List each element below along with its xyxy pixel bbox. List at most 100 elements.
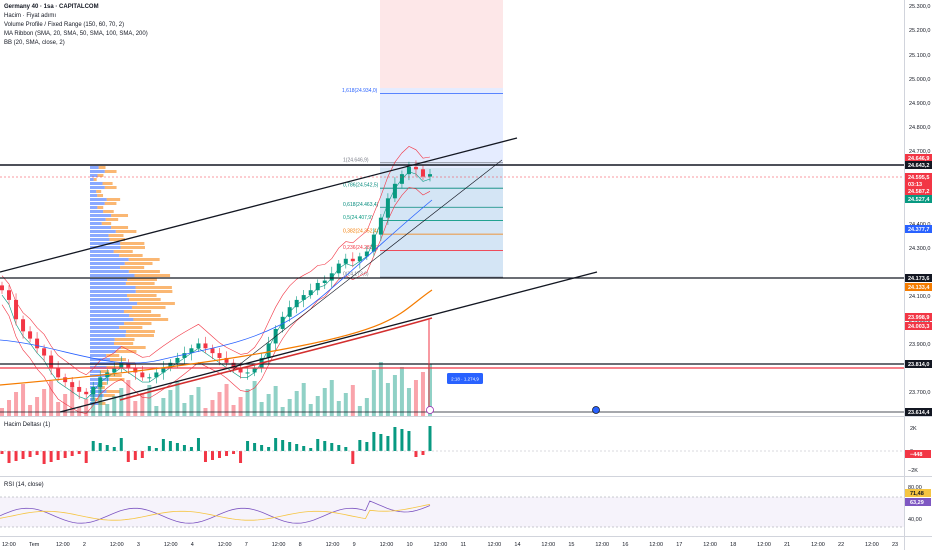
- channel-lower-line[interactable]: [59, 271, 598, 413]
- candle-body[interactable]: [119, 362, 124, 368]
- candle-body[interactable]: [203, 343, 208, 349]
- candle-body[interactable]: [266, 343, 271, 358]
- price-pane[interactable]: [0, 0, 904, 416]
- candle-body[interactable]: [322, 280, 327, 283]
- candle-body[interactable]: [385, 198, 390, 218]
- indicator-legend-1[interactable]: Volume Profile / Fixed Range (150, 60, 7…: [4, 22, 124, 28]
- candle-body[interactable]: [287, 307, 292, 317]
- candle-body[interactable]: [364, 251, 369, 257]
- candle-body[interactable]: [140, 372, 145, 378]
- time-axis-label: Tem: [29, 542, 40, 548]
- volume-bar: [224, 384, 229, 416]
- volume-bar: [98, 383, 103, 416]
- candle-body[interactable]: [0, 285, 4, 291]
- price-axis-tick: 23.900,0: [909, 342, 930, 348]
- delta-bar: [42, 451, 46, 464]
- candle-body[interactable]: [175, 357, 180, 363]
- candle-body[interactable]: [63, 377, 68, 383]
- candle-body[interactable]: [245, 372, 250, 374]
- volume-bar: [189, 395, 194, 416]
- candle-body[interactable]: [133, 367, 138, 373]
- candle-body[interactable]: [399, 174, 404, 184]
- candle-body[interactable]: [231, 362, 236, 368]
- delta-bar: [140, 451, 144, 458]
- time-axis[interactable]: 12:00 Tem 12:00 2 12:00 3 12:00 4 12:00 7 12:00 8 12…: [2, 542, 898, 548]
- candle-body[interactable]: [238, 367, 243, 373]
- candle-body[interactable]: [7, 290, 12, 300]
- price-tag: [905, 180, 932, 188]
- candles[interactable]: [0, 160, 432, 400]
- candle-body[interactable]: [21, 319, 26, 332]
- candle-body[interactable]: [91, 386, 96, 395]
- candle-body[interactable]: [77, 386, 82, 392]
- time-axis-label: 12:00: [272, 542, 286, 548]
- measure-annotation[interactable]: [447, 373, 483, 384]
- time-axis-label: 16: [622, 542, 628, 548]
- candle-body[interactable]: [252, 367, 257, 373]
- candle-body[interactable]: [406, 166, 411, 175]
- volume-profile-bar: [90, 370, 101, 373]
- trend-line-thin[interactable]: [229, 159, 503, 373]
- candle-body[interactable]: [126, 362, 131, 368]
- channel-upper-line[interactable]: [0, 137, 518, 273]
- volume-bar: [252, 381, 257, 416]
- delta-bar: [161, 439, 165, 451]
- candle-body[interactable]: [392, 183, 397, 199]
- candle-body[interactable]: [147, 377, 152, 379]
- candle-body[interactable]: [428, 174, 432, 177]
- candle-body[interactable]: [84, 391, 89, 395]
- candle-body[interactable]: [308, 290, 313, 296]
- fibonacci-levels[interactable]: 1,618(24.934,0) 1(24.646,9) 0,786(24.542,5…: [342, 88, 503, 278]
- candle-body[interactable]: [35, 338, 40, 349]
- candle-body[interactable]: [28, 331, 33, 339]
- candle-body[interactable]: [329, 273, 334, 281]
- delta-bar: [253, 443, 257, 451]
- indicator-legend-0[interactable]: Hacim · Fiyat adımı: [4, 13, 56, 19]
- candle-body[interactable]: [350, 258, 355, 262]
- candle-body[interactable]: [168, 362, 173, 368]
- candle-body[interactable]: [49, 355, 54, 368]
- candle-body[interactable]: [189, 348, 194, 354]
- candle-body[interactable]: [154, 372, 159, 378]
- short-zone-box[interactable]: [380, 0, 503, 88]
- candle-body[interactable]: [196, 343, 201, 349]
- candle-body[interactable]: [378, 217, 383, 235]
- delta-pane-title[interactable]: Hacim Deltası (1): [4, 422, 50, 428]
- volume-profile-bar: [90, 178, 94, 181]
- candle-body[interactable]: [161, 367, 166, 373]
- candle-body[interactable]: [56, 367, 61, 378]
- volume-profile-bar: [128, 270, 160, 273]
- symbol-title[interactable]: Germany 40 · 1sa · CAPITALCOM: [4, 4, 99, 10]
- indicator-legend-3[interactable]: BB (20, SMA, close, 2): [4, 40, 65, 46]
- candle-body[interactable]: [343, 258, 348, 264]
- indicator-legend-2[interactable]: MA Ribbon (SMA, 20, SMA, 50, SMA, 100, S…: [4, 31, 148, 37]
- candle-body[interactable]: [14, 299, 19, 320]
- candle-body[interactable]: [98, 377, 103, 387]
- volume-profile-bar: [90, 310, 124, 313]
- candle-body[interactable]: [301, 295, 306, 300]
- candle-body[interactable]: [420, 169, 425, 177]
- candle-body[interactable]: [210, 348, 215, 354]
- candle-body[interactable]: [280, 316, 285, 329]
- candle-body[interactable]: [336, 263, 341, 274]
- rsi-pane-title[interactable]: RSI (14, close): [4, 482, 44, 488]
- candle-body[interactable]: [413, 166, 418, 170]
- delta-bar: [49, 451, 53, 462]
- candle-body[interactable]: [224, 357, 229, 363]
- candle-body[interactable]: [70, 382, 75, 387]
- candle-body[interactable]: [371, 234, 376, 252]
- candle-body[interactable]: [357, 256, 362, 262]
- chart-legend[interactable]: Germany 40 · 1sa · CAPITALCOM Hacim · Fi…: [4, 4, 148, 46]
- delta-bar: [274, 438, 278, 451]
- candle-body[interactable]: [112, 367, 117, 373]
- volume-bar: [231, 405, 236, 416]
- event-marker-icon[interactable]: [592, 406, 600, 414]
- candle-body[interactable]: [315, 282, 320, 291]
- candle-body[interactable]: [182, 353, 187, 358]
- candle-body[interactable]: [42, 348, 47, 356]
- candle-body[interactable]: [294, 299, 299, 308]
- dividend-marker-icon[interactable]: [426, 406, 434, 414]
- candle-body[interactable]: [217, 353, 222, 358]
